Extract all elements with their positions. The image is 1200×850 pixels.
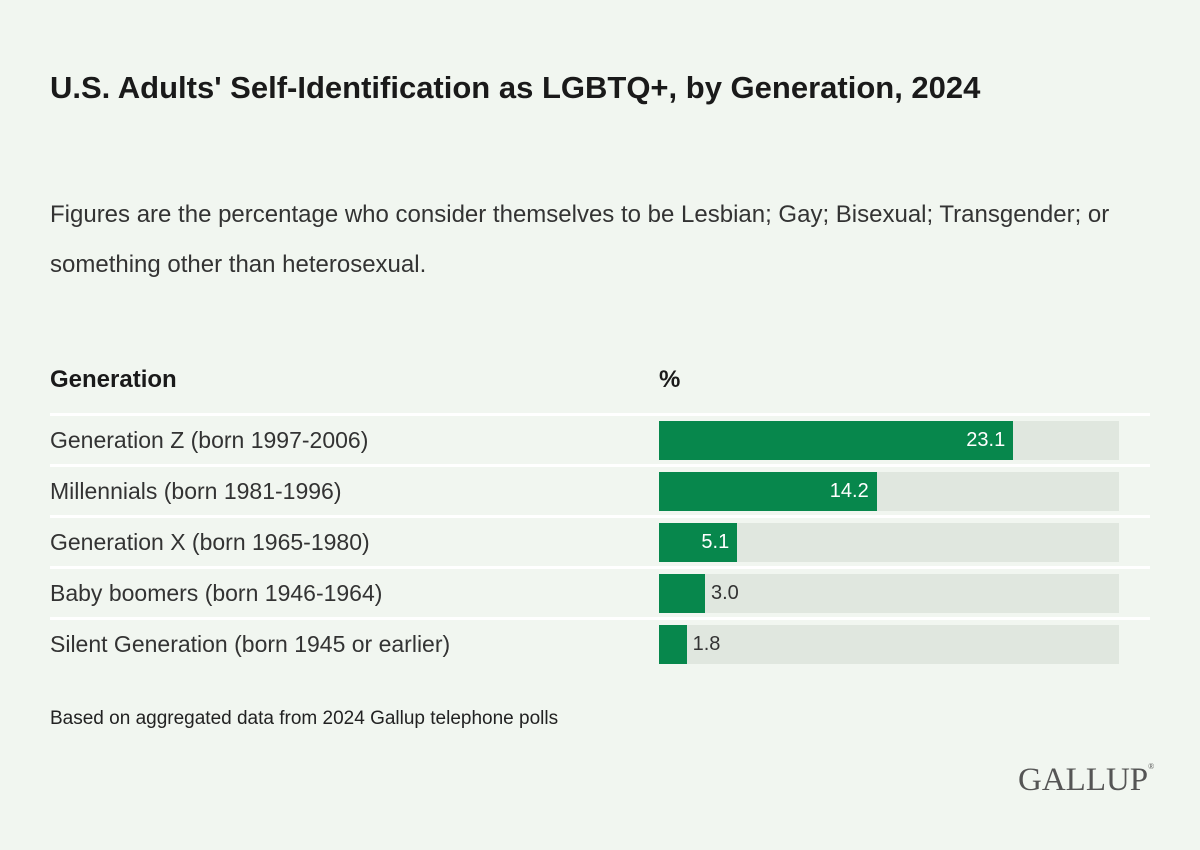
bar-track: 5.1 <box>659 523 1119 562</box>
bar-rows: Generation Z (born 1997-2006) 23.1 Millenn… <box>50 413 1150 668</box>
bar-row: Generation Z (born 1997-2006) 23.1 <box>50 413 1150 464</box>
bar-track: 23.1 <box>659 421 1119 460</box>
bar-row: Baby boomers (born 1946-1964) 3.0 <box>50 566 1150 617</box>
bar <box>659 421 1014 460</box>
value-label: 23.1 <box>966 429 1006 451</box>
bar <box>659 472 877 511</box>
bar <box>659 523 738 562</box>
chart-subtitle: Figures are the percentage who consider … <box>50 201 1110 278</box>
chart-title: U.S. Adults' Self-Identification as LGBT… <box>50 70 981 105</box>
bar-row: Millennials (born 1981-1996) 14.2 <box>50 464 1150 515</box>
bar-track: 1.8 <box>659 625 1119 664</box>
category-label: Silent Generation (born 1945 or earlier) <box>50 631 451 657</box>
gallup-logo: GALLUP® <box>1018 762 1155 798</box>
bar-row: Silent Generation (born 1945 or earlier)… <box>50 617 1150 668</box>
bar-row: Generation X (born 1965-1980) 5.1 <box>50 515 1150 566</box>
value-label: 3.0 <box>711 582 739 604</box>
bar-track: 14.2 <box>659 472 1119 511</box>
source-note: Based on aggregated data from 2024 Gallu… <box>50 708 559 729</box>
value-label: 1.8 <box>692 633 721 655</box>
column-header-generation: Generation <box>50 366 177 393</box>
value-label: 14.2 <box>829 480 869 502</box>
category-label: Generation Z (born 1997-2006) <box>50 427 369 453</box>
category-label: Generation X (born 1965-1980) <box>50 529 370 555</box>
logo-text: GALLUP <box>1018 762 1149 798</box>
bar <box>659 574 705 613</box>
category-label: Millennials (born 1981-1996) <box>50 478 342 504</box>
bar <box>659 625 687 664</box>
category-label: Baby boomers (born 1946-1964) <box>50 580 383 606</box>
bar-track: 3.0 <box>659 574 1119 613</box>
value-label: 5.1 <box>701 531 730 553</box>
column-header-percent: % <box>659 366 681 393</box>
